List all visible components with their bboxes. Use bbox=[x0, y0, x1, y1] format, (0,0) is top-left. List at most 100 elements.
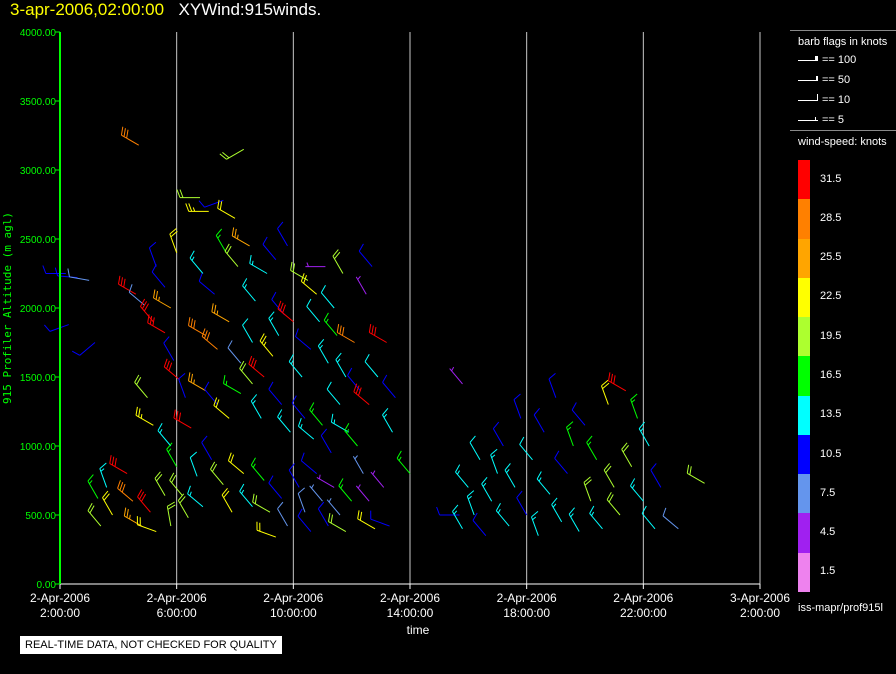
wind-barb-108 bbox=[352, 455, 364, 474]
wind-barb-127 bbox=[469, 435, 481, 461]
flag-legend-10: == 10 bbox=[798, 93, 851, 108]
speed-label-2: 25.5 bbox=[820, 251, 842, 264]
wind-barb-2 bbox=[67, 268, 90, 281]
x-tick-date-5: 2-Apr-2006 bbox=[613, 591, 673, 605]
wind-barb-90 bbox=[295, 328, 312, 350]
wind-barb-41 bbox=[239, 483, 253, 508]
wind-barb-39 bbox=[221, 488, 233, 513]
flag-10-label: == 10 bbox=[822, 94, 851, 106]
x-tick-time-5: 22:00:00 bbox=[620, 606, 667, 620]
wind-barb-102 bbox=[297, 418, 315, 440]
wind-barb-93 bbox=[323, 312, 338, 336]
x-tick-date-4: 2-Apr-2006 bbox=[497, 591, 557, 605]
wind-barb-60 bbox=[213, 397, 230, 419]
wind-barb-46 bbox=[219, 148, 244, 160]
wind-barb-64 bbox=[250, 457, 265, 481]
wind-barb-136 bbox=[519, 436, 533, 461]
wind-barb-152 bbox=[608, 372, 627, 392]
wind-barb-109 bbox=[355, 484, 370, 502]
speed-swatch-8 bbox=[798, 474, 810, 514]
x-tick-date-0: 2-Apr-2006 bbox=[30, 591, 90, 605]
wind-barb-106 bbox=[330, 413, 350, 433]
wind-barb-145 bbox=[571, 402, 586, 426]
wind-barb-7 bbox=[99, 462, 108, 488]
x-tick-time-6: 2:00:00 bbox=[740, 606, 780, 620]
wind-barb-25 bbox=[163, 336, 175, 361]
flags-legend-title: barb flags in knots bbox=[798, 36, 888, 48]
y-tick-label-6: 3000.00 bbox=[20, 166, 57, 177]
wind-barb-70 bbox=[259, 333, 274, 357]
wind-barb-134 bbox=[513, 393, 522, 419]
wind-barb-33 bbox=[169, 472, 183, 497]
speed-swatch-2 bbox=[798, 238, 810, 279]
y-tick-label-5: 2500.00 bbox=[20, 235, 57, 246]
wind-barb-104 bbox=[320, 428, 332, 454]
wind-barb-148 bbox=[589, 505, 603, 530]
wind-barb-114 bbox=[353, 383, 370, 405]
wind-barb-52 bbox=[242, 278, 256, 302]
wind-barb-131 bbox=[492, 421, 504, 447]
wind-barb-16 bbox=[120, 126, 139, 146]
speed-label-0: 31.5 bbox=[820, 172, 842, 185]
wind-barb-10 bbox=[117, 480, 134, 502]
wind-barb-94 bbox=[335, 352, 347, 378]
wind-barb-63 bbox=[250, 394, 262, 419]
wind-barb-137 bbox=[531, 510, 539, 536]
speed-swatch-0 bbox=[798, 160, 810, 200]
y-axis-label: 915 Profiler Altitude (m agl) bbox=[1, 212, 14, 404]
wind-barb-100 bbox=[332, 249, 344, 274]
wind-barb-11 bbox=[123, 507, 142, 527]
speed-label-7: 10.5 bbox=[820, 447, 842, 460]
wind-barb-66 bbox=[256, 521, 277, 538]
flag-100-label: == 100 bbox=[822, 54, 857, 66]
speed-swatch-3 bbox=[798, 277, 810, 318]
wind-barb-61 bbox=[223, 375, 242, 394]
wind-barb-98 bbox=[305, 262, 326, 268]
wind-barb-129 bbox=[481, 476, 493, 502]
flag-5-icon bbox=[798, 116, 818, 121]
wind-barb-51 bbox=[231, 227, 250, 247]
x-tick-date-3: 2-Apr-2006 bbox=[380, 591, 440, 605]
wind-barb-78 bbox=[277, 300, 294, 323]
wind-barb-105 bbox=[326, 381, 341, 405]
wind-barb-3 bbox=[44, 324, 69, 332]
wind-barb-62 bbox=[239, 360, 253, 385]
wind-barb-4 bbox=[71, 342, 96, 356]
wind-barb-146 bbox=[583, 476, 592, 502]
wind-barb-86 bbox=[326, 498, 341, 516]
wind-barb-55 bbox=[211, 303, 230, 323]
wind-barb-154 bbox=[630, 393, 638, 419]
title-date: 3-apr-2006,02:00:00 bbox=[10, 0, 165, 19]
wind-barb-91 bbox=[306, 298, 320, 323]
x-tick-time-4: 18:00:00 bbox=[503, 606, 550, 620]
wind-barb-12 bbox=[137, 489, 151, 513]
speed-label-10: 1.5 bbox=[820, 565, 836, 578]
wind-barb-76 bbox=[268, 381, 283, 405]
wind-barb-139 bbox=[536, 471, 551, 495]
wind-barb-112 bbox=[370, 510, 390, 527]
flag-50-label: == 50 bbox=[822, 74, 851, 86]
flag-100-icon bbox=[798, 55, 818, 61]
wind-barb-117 bbox=[382, 407, 393, 433]
wind-barb-118 bbox=[382, 374, 396, 399]
speed-swatch-10 bbox=[798, 552, 810, 593]
speed-swatch-5 bbox=[798, 356, 810, 397]
wind-barb-150 bbox=[603, 463, 615, 488]
wind-barb-35 bbox=[189, 451, 198, 477]
wind-barb-20 bbox=[169, 228, 178, 253]
wind-barb-159 bbox=[662, 507, 679, 530]
axes: 2-Apr-20062:00:002-Apr-20066:00:002-Apr-… bbox=[20, 28, 790, 620]
wind-barb-38 bbox=[210, 461, 224, 485]
wind-barb-123 bbox=[449, 366, 463, 385]
wind-barb-43 bbox=[185, 203, 209, 212]
y-tick-label-7: 3500.00 bbox=[20, 97, 57, 108]
wind-barb-138 bbox=[533, 407, 545, 433]
wind-barb-155 bbox=[630, 478, 644, 502]
x-tick-date-2: 2-Apr-2006 bbox=[263, 591, 323, 605]
wind-barb-73 bbox=[249, 254, 268, 274]
wind-barb-36 bbox=[187, 485, 204, 508]
wind-barb-17 bbox=[148, 241, 157, 267]
wind-barb-44 bbox=[198, 199, 224, 208]
flag-5-label: == 5 bbox=[822, 114, 845, 126]
wind-barb-37 bbox=[201, 435, 213, 461]
